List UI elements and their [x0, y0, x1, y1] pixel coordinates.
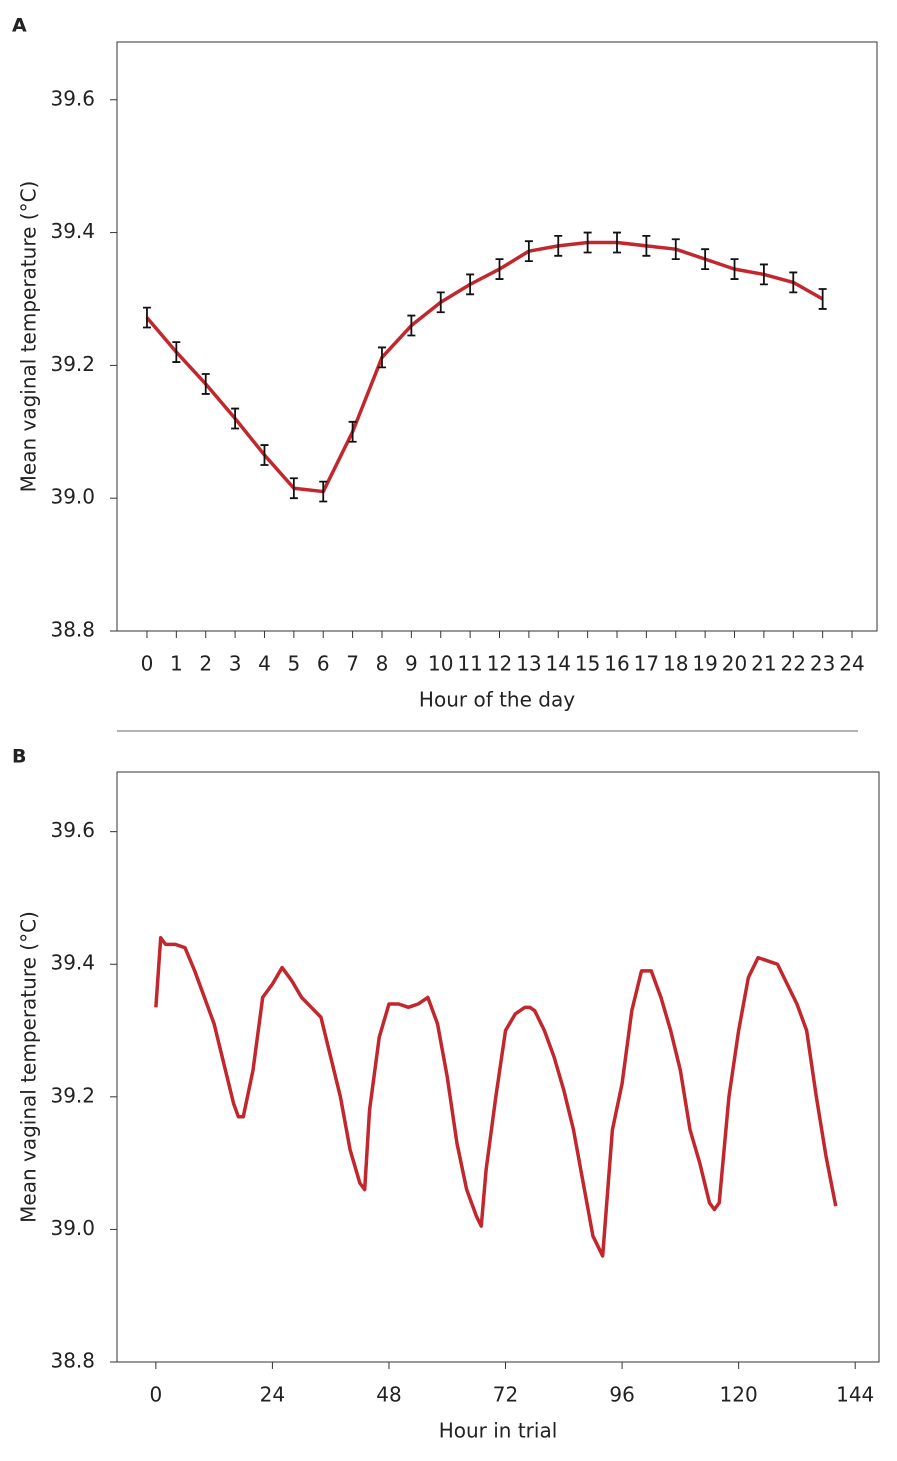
error-bar [554, 234, 563, 257]
panel-label: B [12, 746, 26, 768]
x-tick-label: 4 [258, 652, 271, 676]
error-bar [613, 231, 622, 254]
x-tick-label: 11 [457, 652, 482, 676]
y-tick-label: 39.2 [50, 352, 95, 376]
x-tick-label: 15 [575, 652, 600, 676]
y-tick-label: 39.4 [50, 219, 95, 243]
x-tick-label: 16 [604, 652, 629, 676]
x-tick-label: 96 [609, 1383, 634, 1407]
error-bar [730, 258, 739, 280]
error-bar [436, 291, 445, 314]
data-line [154, 935, 838, 1258]
x-tick-label: 14 [546, 652, 571, 676]
y-tick-label: 39.2 [50, 1083, 95, 1107]
x-tick-label: 3 [229, 652, 242, 676]
x-tick-label: 24 [260, 1383, 285, 1407]
x-tick-label: 144 [836, 1383, 874, 1407]
x-tick-label: 6 [317, 652, 330, 676]
data-line [145, 240, 824, 494]
x-axis-title: Hour in trial [439, 1419, 558, 1443]
error-bar [671, 238, 680, 261]
x-tick-label: 120 [720, 1383, 758, 1407]
error-bar [466, 273, 475, 296]
error-bar [759, 263, 768, 286]
y-axis-title: Mean vaginal temperature (°C) [17, 911, 41, 1223]
x-tick-label: 72 [493, 1383, 518, 1407]
error-bar [407, 314, 416, 337]
panel-label: A [12, 15, 27, 37]
error-bar [524, 240, 533, 263]
x-tick-label: 20 [722, 652, 747, 676]
x-tick-label: 0 [141, 652, 154, 676]
x-tick-label: 0 [149, 1383, 162, 1407]
y-tick-label: 38.8 [50, 618, 95, 642]
x-tick-label: 13 [516, 652, 541, 676]
error-bar [642, 234, 651, 257]
x-tick-label: 9 [405, 652, 418, 676]
error-bar [319, 480, 328, 503]
y-tick-label: 39.6 [50, 86, 95, 110]
x-tick-label: 18 [663, 652, 688, 676]
x-tick-label: 10 [428, 652, 453, 676]
error-bar [583, 231, 592, 254]
error-bar [142, 306, 151, 329]
y-axis-title: Mean vaginal temperature (°C) [17, 181, 41, 493]
plot-frame [116, 771, 880, 1363]
error-bar [348, 420, 357, 443]
x-tick-label: 19 [692, 652, 717, 676]
error-bar [818, 288, 827, 310]
error-bar [789, 271, 798, 294]
x-tick-label: 12 [487, 652, 512, 676]
x-tick-label: 8 [376, 652, 389, 676]
x-tick-label: 17 [634, 652, 659, 676]
x-axis-title: Hour of the day [419, 688, 575, 712]
y-tick-label: 39.6 [50, 818, 95, 842]
plot-frame [116, 41, 878, 632]
x-tick-label: 22 [781, 652, 806, 676]
error-bar [377, 346, 386, 369]
error-bar [231, 407, 240, 430]
error-bar [201, 373, 210, 395]
x-tick-label: 24 [839, 652, 864, 676]
x-tick-label: 23 [810, 652, 835, 676]
error-bar [495, 258, 504, 280]
error-bar [172, 341, 181, 363]
error-bar [260, 444, 269, 466]
y-tick-label: 39.4 [50, 951, 95, 975]
error-bar [289, 477, 298, 500]
x-tick-label: 7 [346, 652, 359, 676]
error-bar [701, 248, 710, 270]
y-tick-label: 39.0 [50, 485, 95, 509]
x-tick-label: 1 [170, 652, 183, 676]
x-tick-label: 5 [287, 652, 300, 676]
y-tick-label: 38.8 [50, 1349, 95, 1373]
x-tick-label: 2 [199, 652, 212, 676]
y-tick-label: 39.0 [50, 1216, 95, 1240]
x-tick-label: 48 [376, 1383, 401, 1407]
x-tick-label: 21 [751, 652, 776, 676]
